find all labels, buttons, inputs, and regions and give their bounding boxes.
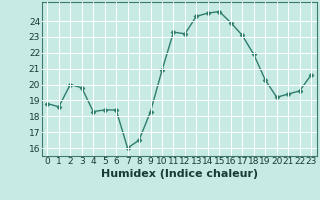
X-axis label: Humidex (Indice chaleur): Humidex (Indice chaleur) (100, 169, 258, 179)
